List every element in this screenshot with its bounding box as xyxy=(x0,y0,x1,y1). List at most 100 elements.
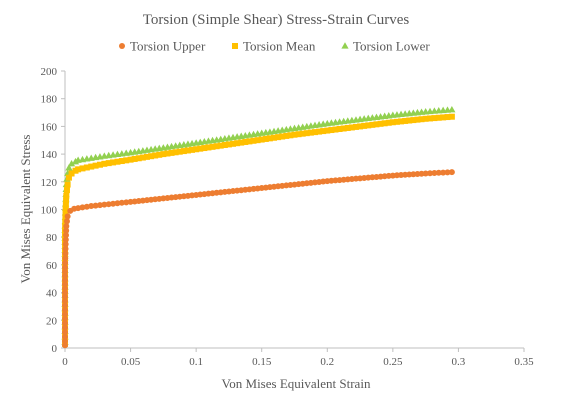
data-point xyxy=(62,320,68,327)
x-tick-label: 0.15 xyxy=(252,356,272,368)
data-point xyxy=(62,324,68,331)
x-tick-label: 0 xyxy=(62,356,68,368)
data-point xyxy=(96,161,103,168)
data-point xyxy=(63,192,70,199)
data-point xyxy=(332,126,339,133)
data-point xyxy=(435,169,442,176)
data-point xyxy=(168,149,175,156)
data-point xyxy=(361,122,368,129)
data-point xyxy=(123,157,130,164)
y-tick-label: 200 xyxy=(41,66,58,78)
x-tick-label: 0.2 xyxy=(320,356,334,368)
y-tick-label: 80 xyxy=(46,232,58,244)
data-point xyxy=(357,123,364,130)
data-point xyxy=(246,138,253,145)
data-point xyxy=(63,187,70,194)
legend-marker xyxy=(232,43,238,49)
y-tick-label: 160 xyxy=(41,121,58,133)
legend-label: Torsion Upper xyxy=(130,39,206,54)
data-point xyxy=(180,148,187,155)
data-point xyxy=(448,105,456,113)
data-point xyxy=(68,170,75,177)
data-point xyxy=(193,146,200,153)
data-point xyxy=(295,131,302,138)
data-point xyxy=(365,122,372,129)
data-point xyxy=(381,120,388,127)
data-point xyxy=(62,311,68,318)
data-point xyxy=(62,264,68,271)
data-point xyxy=(422,170,429,177)
data-point xyxy=(189,146,196,153)
data-point xyxy=(427,170,434,177)
data-point xyxy=(110,200,117,207)
data-point xyxy=(172,149,179,156)
data-point xyxy=(427,115,434,122)
data-point xyxy=(422,115,429,122)
y-tick-label: 120 xyxy=(41,177,58,189)
data-point xyxy=(234,140,241,147)
data-point xyxy=(127,156,134,163)
data-point xyxy=(96,202,103,209)
data-point xyxy=(213,143,220,150)
data-point xyxy=(164,150,171,157)
data-point xyxy=(352,123,359,130)
data-point xyxy=(340,125,347,132)
x-tick-label: 0.35 xyxy=(514,356,534,368)
data-point xyxy=(88,203,95,210)
data-point xyxy=(444,114,451,121)
y-tick-label: 100 xyxy=(41,205,58,217)
y-tick-label: 20 xyxy=(46,315,58,327)
data-point xyxy=(65,174,72,181)
data-point xyxy=(63,223,70,230)
data-point xyxy=(418,116,425,123)
series-torsion-mean xyxy=(62,113,455,347)
data-point xyxy=(316,128,323,135)
legend-label: Torsion Mean xyxy=(243,39,316,54)
x-tick-label: 0.25 xyxy=(383,356,403,368)
data-point xyxy=(242,138,249,145)
chart-title: Torsion (Simple Shear) Stress-Strain Cur… xyxy=(143,12,410,28)
data-point xyxy=(62,236,69,243)
data-point xyxy=(65,164,73,171)
data-point xyxy=(303,130,310,137)
data-point xyxy=(62,201,69,208)
data-point xyxy=(118,199,125,206)
x-tick-label: 0.05 xyxy=(121,356,141,368)
data-point xyxy=(62,255,69,262)
data-point xyxy=(62,293,68,300)
data-point xyxy=(440,169,447,176)
data-point xyxy=(62,338,68,345)
data-point xyxy=(62,342,68,349)
data-point xyxy=(377,120,384,127)
data-point xyxy=(217,142,224,149)
data-point xyxy=(152,152,159,159)
data-point xyxy=(114,158,121,165)
data-point xyxy=(373,121,380,128)
data-point xyxy=(62,210,69,217)
plot-area xyxy=(61,105,456,349)
data-point xyxy=(123,199,130,206)
series-torsion-upper xyxy=(62,169,455,349)
data-point xyxy=(262,135,269,142)
data-point xyxy=(62,329,68,336)
data-point xyxy=(143,153,150,160)
data-point xyxy=(230,140,237,147)
data-point xyxy=(279,133,286,140)
data-point xyxy=(83,164,90,171)
data-point xyxy=(92,202,99,209)
data-point xyxy=(79,165,86,172)
axes: 0 20 40 60 80 100 120 140 160 180 200 0 0.05 0.1 0.15 0… xyxy=(41,66,535,368)
data-point xyxy=(62,241,69,248)
data-point xyxy=(324,127,331,134)
data-point xyxy=(156,151,163,158)
data-point xyxy=(105,201,112,208)
data-point xyxy=(67,159,76,167)
data-point xyxy=(62,259,69,266)
data-point xyxy=(431,170,438,177)
data-point xyxy=(62,306,68,313)
data-point xyxy=(62,232,69,239)
data-point xyxy=(62,302,68,309)
legend-item: Torsion Mean xyxy=(232,39,316,54)
data-point xyxy=(402,117,409,124)
